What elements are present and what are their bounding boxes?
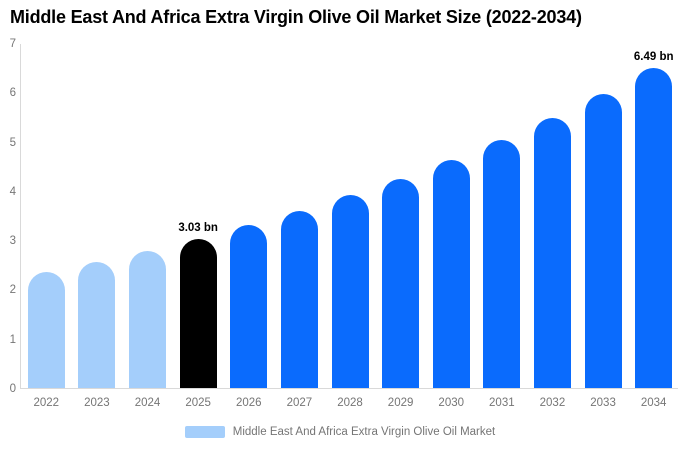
legend-label: Middle East And Africa Extra Virgin Oliv…: [232, 426, 496, 438]
y-tick-label-3: 3: [9, 235, 16, 248]
bar-2022[interactable]: [27, 272, 65, 388]
bar-2023[interactable]: [78, 261, 116, 388]
x-tick-label-2031: 2031: [489, 397, 515, 409]
legend[interactable]: Middle East And Africa Extra Virgin Oliv…: [0, 426, 680, 438]
y-tick-label-7: 7: [9, 38, 16, 50]
legend-swatch-icon: [184, 426, 225, 438]
bar-2028[interactable]: [331, 195, 369, 388]
bar-2031[interactable]: [483, 139, 521, 388]
y-tick-label-4: 4: [9, 185, 16, 198]
x-tick-label-2026: 2026: [235, 397, 262, 409]
y-tick-label-1: 1: [9, 333, 16, 346]
bar-2029[interactable]: [382, 178, 420, 388]
bar-2030[interactable]: [432, 159, 470, 388]
y-tick-label-0: 0: [9, 383, 16, 395]
bar-2027[interactable]: [280, 211, 318, 388]
x-tick-label-2028: 2028: [337, 397, 363, 409]
bar-2033[interactable]: [584, 93, 622, 388]
bar-value-label-2034: 6.49 bn: [633, 51, 674, 64]
chart-title: Middle East And Africa Extra Virgin Oliv…: [10, 7, 582, 27]
x-tick-label-2034: 2034: [640, 397, 667, 409]
bar-2024[interactable]: [129, 251, 167, 388]
bar-2032[interactable]: [533, 117, 571, 388]
plot-area: 0 1 2 3 4 5 6 7 2022 2023 2024 2025 3.03 bn 2026 2027 2…: [10, 38, 678, 409]
x-tick-label-2033: 2033: [590, 397, 616, 409]
x-tick-label-2024: 2024: [134, 397, 161, 409]
y-tick-label-5: 5: [9, 136, 16, 149]
bar-2026[interactable]: [230, 225, 268, 388]
x-tick-label-2025: 2025: [185, 397, 211, 409]
x-tick-label-2029: 2029: [387, 397, 414, 409]
x-tick-label-2022: 2022: [33, 397, 60, 409]
y-tick-label-6: 6: [9, 87, 16, 100]
y-tick-label-2: 2: [9, 284, 16, 297]
x-tick-label-2030: 2030: [438, 397, 465, 409]
bar-2034[interactable]: [635, 68, 673, 388]
x-tick-label-2032: 2032: [539, 397, 566, 409]
bar-2025[interactable]: [179, 238, 217, 388]
x-tick-label-2027: 2027: [286, 397, 313, 409]
x-tick-label-2023: 2023: [84, 397, 110, 409]
bar-value-label-2025: 3.03 bn: [178, 221, 218, 234]
